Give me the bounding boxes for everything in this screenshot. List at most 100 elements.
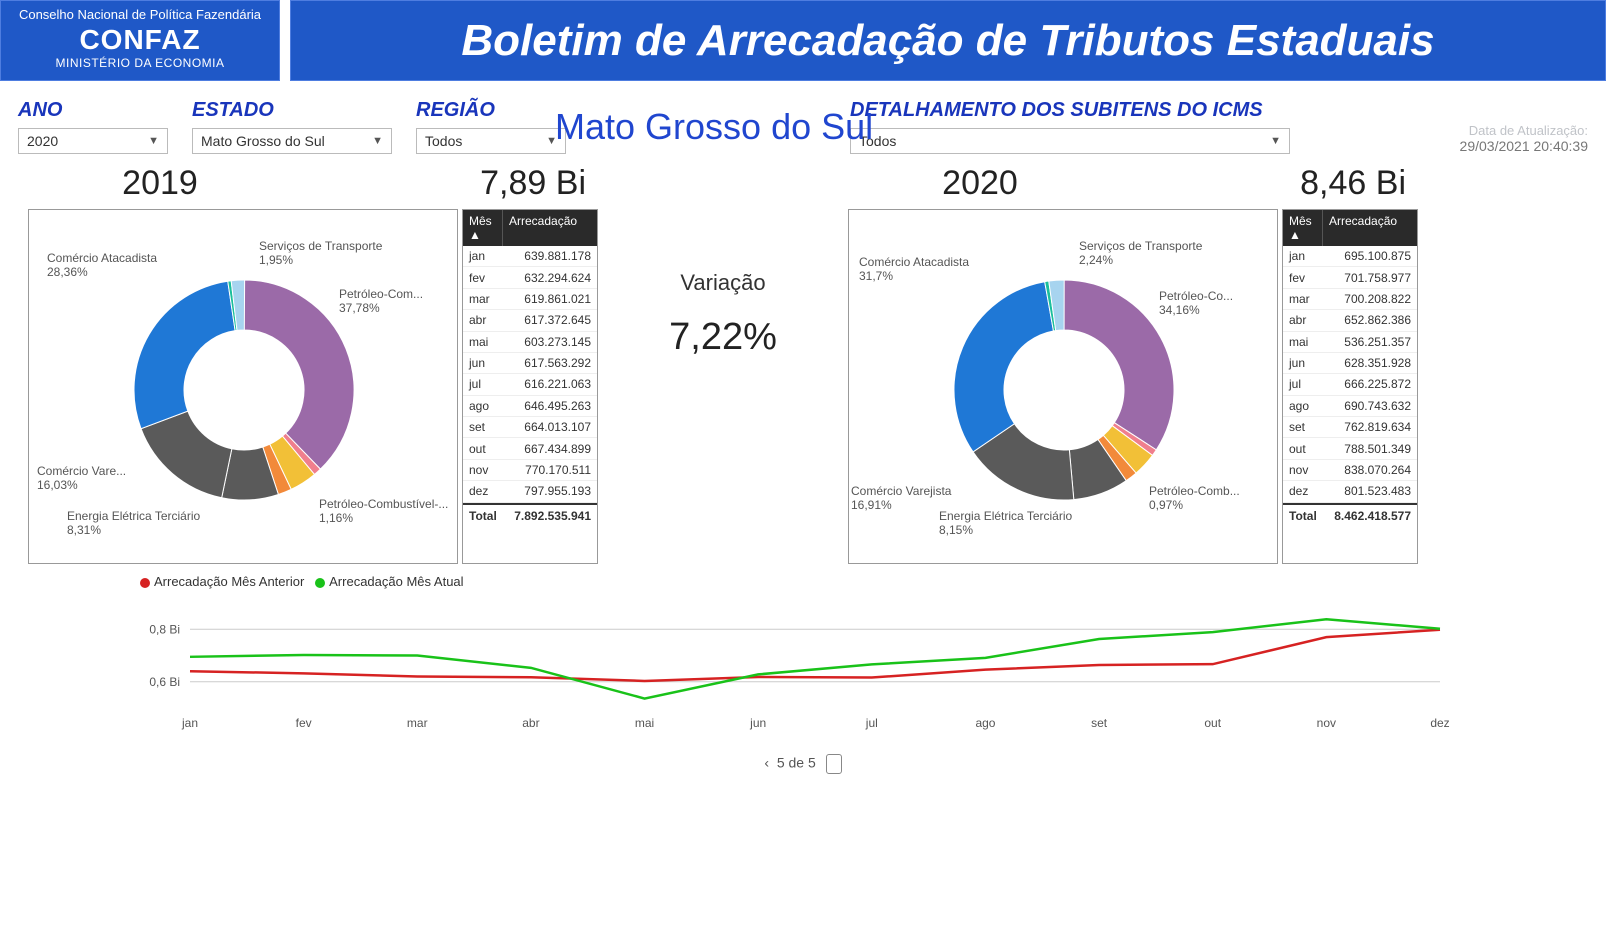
legend-curr: Arrecadação Mês Atual [329, 574, 463, 589]
donut-label: Serviços de Transporte1,95% [259, 240, 382, 268]
table-row[interactable]: abr652.862.386 [1283, 310, 1417, 331]
donut-label: Petróleo-Comb...0,97% [1149, 485, 1240, 513]
donut-label: Serviços de Transporte2,24% [1079, 240, 1202, 268]
pager-prev[interactable]: ‹ [764, 755, 769, 771]
svg-text:mar: mar [407, 716, 428, 730]
table-2020[interactable]: Mês▲Arrecadaçãojan695.100.875fev701.758.… [1282, 209, 1418, 564]
donut-label: Comércio Atacadista28,36% [47, 252, 157, 280]
donut-2020[interactable]: Petróleo-Co...34,16% Petróleo-Comb...0,97… [848, 209, 1278, 564]
table-2019[interactable]: Mês▲Arrecadaçãojan639.881.178fev632.294.… [462, 209, 598, 564]
table-row[interactable]: dez797.955.193 [463, 481, 597, 502]
year-2020-block: 2020 8,46 Bi Petróleo-Co...34,16%Petróle… [848, 160, 1418, 564]
table-row[interactable]: abr617.372.645 [463, 310, 597, 331]
update-label: Data de Atualização: [1460, 123, 1588, 138]
line-chart[interactable]: 0,6 Bi0,8 Bijanfevmarabrmaijunjulagoseto… [0, 593, 1606, 748]
table-row[interactable]: jul616.221.063 [463, 374, 597, 395]
table-row[interactable]: fev701.758.977 [1283, 267, 1417, 288]
filter-ano-label: ANO [18, 99, 168, 122]
donut-segment[interactable] [134, 281, 235, 428]
table-row[interactable]: out667.434.899 [463, 438, 597, 459]
table-row[interactable]: jan695.100.875 [1283, 246, 1417, 267]
table-row[interactable]: out788.501.349 [1283, 438, 1417, 459]
brand-top: Conselho Nacional de Política Fazendária [5, 7, 275, 22]
donut-label: Comércio Atacadista31,7% [859, 256, 969, 284]
brand-block: Conselho Nacional de Política Fazendária… [0, 0, 280, 81]
filter-sub-select[interactable]: Todos ▼ [850, 128, 1290, 154]
table-row[interactable]: set664.013.107 [463, 417, 597, 438]
table-row[interactable]: jan639.881.178 [463, 246, 597, 267]
table-row[interactable]: mar700.208.822 [1283, 289, 1417, 310]
table-row[interactable]: jun617.563.292 [463, 353, 597, 374]
year-2019-block: 2019 7,89 Bi Petróleo-Com...37,78%Petról… [28, 160, 598, 564]
filter-estado-select[interactable]: Mato Grosso do Sul ▼ [192, 128, 392, 154]
table-row[interactable]: set762.819.634 [1283, 417, 1417, 438]
pager-text: 5 de 5 [777, 755, 816, 771]
variation-value: 7,22% [669, 316, 777, 359]
legend-dot-prev [140, 578, 150, 588]
legend-prev: Arrecadação Mês Anterior [154, 574, 304, 589]
svg-text:jun: jun [749, 716, 766, 730]
donut-segment[interactable] [1064, 280, 1174, 450]
donut-segment[interactable] [954, 282, 1053, 452]
donut-label: Comércio Vare...16,03% [37, 465, 126, 493]
donut-label: Petróleo-Combustível-...1,16% [319, 498, 448, 526]
table-row[interactable]: ago646.495.263 [463, 396, 597, 417]
table-row[interactable]: mar619.861.021 [463, 289, 597, 310]
table-row[interactable]: fev632.294.624 [463, 267, 597, 288]
donut-label: Energia Elétrica Terciário8,31% [67, 510, 200, 538]
filter-ano-select[interactable]: 2020 ▼ [18, 128, 168, 154]
table-row[interactable]: nov838.070.264 [1283, 460, 1417, 481]
table-row[interactable]: ago690.743.632 [1283, 396, 1417, 417]
svg-text:dez: dez [1430, 716, 1449, 730]
filter-estado-value: Mato Grosso do Sul [201, 133, 325, 149]
filter-ano-value: 2020 [27, 133, 58, 149]
filter-regiao-value: Todos [425, 133, 462, 149]
svg-text:ago: ago [975, 716, 995, 730]
svg-text:0,6 Bi: 0,6 Bi [149, 675, 180, 689]
chevron-down-icon: ▼ [1270, 135, 1281, 147]
line-curr[interactable] [190, 619, 1440, 698]
table-row[interactable]: nov770.170.511 [463, 460, 597, 481]
chevron-down-icon: ▼ [372, 135, 383, 147]
line-legend: Arrecadação Mês Anterior Arrecadação Mês… [0, 564, 1606, 593]
donut-label: Comércio Varejista16,91% [851, 485, 951, 513]
year-2019-total: 7,89 Bi [480, 164, 586, 203]
svg-text:out: out [1204, 716, 1221, 730]
brand-sub: MINISTÉRIO DA ECONOMIA [5, 56, 275, 70]
svg-text:jan: jan [181, 716, 198, 730]
legend-dot-curr [315, 578, 325, 588]
donut-label: Energia Elétrica Terciário8,15% [939, 510, 1072, 538]
chevron-down-icon: ▼ [148, 135, 159, 147]
page-title: Boletim de Arrecadação de Tributos Estad… [461, 16, 1434, 66]
svg-text:mai: mai [635, 716, 654, 730]
table-row[interactable]: mai603.273.145 [463, 332, 597, 353]
variation-label: Variação [680, 270, 765, 296]
filter-regiao-label: REGIÃO [416, 99, 566, 122]
title-bar: Boletim de Arrecadação de Tributos Estad… [290, 0, 1606, 81]
filter-estado-label: ESTADO [192, 99, 392, 122]
filter-sub-label: DETALHAMENTO DOS SUBITENS DO ICMS [850, 99, 1290, 122]
table-row[interactable]: dez801.523.483 [1283, 481, 1417, 502]
state-overlay: Mato Grosso do Sul [555, 106, 873, 148]
svg-text:0,8 Bi: 0,8 Bi [149, 622, 180, 636]
year-2020-title: 2020 [860, 164, 1100, 203]
pager: ‹ 5 de 5 [0, 748, 1606, 784]
table-row[interactable]: jun628.351.928 [1283, 353, 1417, 374]
filter-row: ANO 2020 ▼ ESTADO Mato Grosso do Sul ▼ R… [0, 81, 1606, 160]
update-value: 29/03/2021 20:40:39 [1460, 138, 1588, 154]
svg-text:jul: jul [865, 716, 878, 730]
svg-text:nov: nov [1317, 716, 1336, 730]
donut-label: Petróleo-Co...34,16% [1159, 290, 1233, 318]
filter-regiao-select[interactable]: Todos ▼ [416, 128, 566, 154]
table-row[interactable]: mai536.251.357 [1283, 332, 1417, 353]
donut-label: Petróleo-Com...37,78% [339, 288, 423, 316]
year-2019-title: 2019 [40, 164, 280, 203]
svg-text:fev: fev [296, 716, 312, 730]
pager-box-icon[interactable] [826, 754, 842, 774]
svg-text:set: set [1091, 716, 1108, 730]
donut-segment[interactable] [244, 280, 354, 469]
brand-main: CONFAZ [5, 24, 275, 56]
year-2020-total: 8,46 Bi [1300, 164, 1406, 203]
donut-2019[interactable]: Petróleo-Com...37,78% Petróleo-Combustíve… [28, 209, 458, 564]
table-row[interactable]: jul666.225.872 [1283, 374, 1417, 395]
